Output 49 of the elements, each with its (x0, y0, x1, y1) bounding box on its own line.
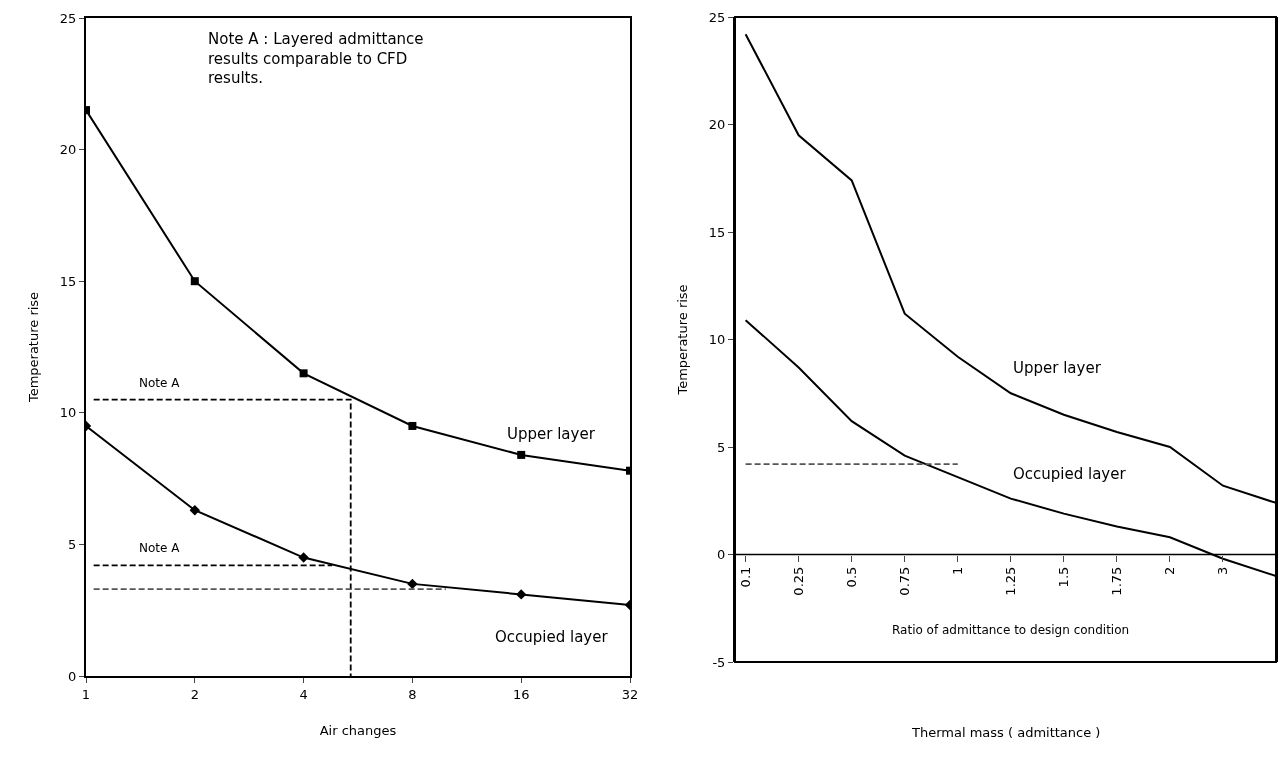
point (298, 552, 309, 563)
y-tick-label: 15 (59, 273, 77, 289)
point (517, 450, 526, 459)
x-tick-label: 4 (299, 686, 308, 702)
point (408, 421, 417, 430)
annotation: Note A (139, 541, 181, 555)
point (516, 589, 527, 600)
y-tick-label: 10 (59, 405, 77, 421)
y-tick-label: 10 (708, 332, 726, 348)
x-tick-label: 0.75 (896, 566, 912, 596)
annotation: Note A : Layered admittance results comparable to CFD results. (208, 30, 424, 87)
x-tick-label: 16 (512, 686, 530, 702)
point (407, 578, 418, 590)
y-tick-label: 20 (708, 117, 726, 133)
y-axis-title: Temperature rise (675, 284, 691, 396)
x-tick-label: 1.25 (1003, 566, 1019, 596)
annotation: Note A (139, 376, 181, 390)
series-label: Upper layer (1013, 359, 1102, 377)
x-tick-label: 3 (1215, 566, 1231, 575)
x-tick-label: 1.75 (1109, 566, 1125, 596)
y-tick-label: 20 (59, 142, 77, 158)
y-tick-label: 25 (59, 10, 77, 26)
x-tick-label: 32 (621, 686, 639, 702)
x-tick-label: 1 (949, 566, 965, 575)
x-tick-label: 8 (408, 686, 417, 702)
series-label: Occupied layer (495, 628, 609, 646)
y-tick-label: 25 (708, 9, 726, 25)
x-axis-title: Air changes (319, 722, 397, 738)
annotation: Ratio of admittance to design condition (892, 623, 1130, 637)
x-tick-label: 0.5 (843, 566, 859, 588)
point (299, 369, 308, 378)
x-tick-label: 2 (190, 686, 199, 702)
x-tick-label: 0.1 (737, 566, 753, 588)
x-tick-label: 0.25 (790, 566, 806, 596)
x-tick-label: 2 (1162, 566, 1178, 575)
y-tick-label: 0 (717, 547, 726, 563)
y-axis-title: Temperature rise (26, 291, 42, 404)
y-tick-label: 15 (708, 224, 726, 240)
y-tick-label: -5 (712, 654, 726, 670)
point (190, 277, 199, 286)
y-tick-label: 5 (717, 439, 726, 455)
x-tick-label: 1.5 (1056, 566, 1072, 588)
series-label: Occupied layer (1013, 465, 1127, 483)
y-tick-label: 5 (68, 536, 77, 552)
series-label: Upper layer (507, 425, 596, 443)
x-tick-label: 1 (81, 686, 91, 702)
point (189, 504, 200, 516)
x-axis-title: Thermal mass ( admittance ) (911, 725, 1101, 740)
y-tick-label: 0 (68, 668, 77, 684)
